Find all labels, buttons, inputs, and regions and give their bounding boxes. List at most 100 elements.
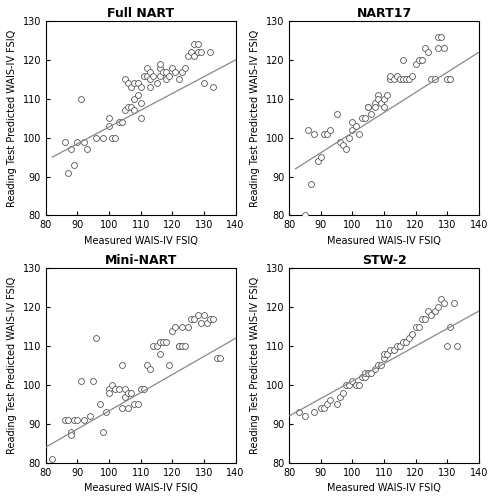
Point (383, 350, 391, 358)
Point (64, 416, 72, 424)
Point (162, 76, 170, 84)
Point (124, 404, 132, 412)
Point (137, 98, 145, 106)
Y-axis label: Reading Test Predicted WAIS-IV FSIQ: Reading Test Predicted WAIS-IV FSIQ (250, 30, 260, 207)
Point (168, 326, 176, 334)
X-axis label: Measured WAIS-IV FSIQ: Measured WAIS-IV FSIQ (84, 483, 198, 493)
Point (184, 322, 192, 330)
Title: Full NART: Full NART (107, 7, 174, 20)
Point (191, 52, 198, 60)
Point (206, 315, 214, 323)
Point (61, 138, 69, 145)
Point (339, 388, 347, 396)
Point (396, 342, 404, 350)
Point (162, 338, 170, 346)
Point (440, 44, 448, 52)
Title: Mini-NART: Mini-NART (104, 254, 177, 267)
Point (408, 330, 416, 338)
Point (428, 76, 436, 84)
Point (399, 76, 407, 84)
Point (209, 315, 217, 323)
Point (364, 370, 372, 378)
Point (134, 400, 142, 408)
Point (307, 180, 315, 188)
Point (434, 44, 442, 52)
Point (323, 130, 331, 138)
Point (418, 56, 426, 64)
Point (187, 48, 195, 56)
Point (137, 385, 145, 393)
Point (449, 300, 457, 308)
Point (383, 91, 391, 99)
Point (301, 212, 309, 220)
Point (380, 102, 388, 110)
Point (342, 381, 350, 389)
Point (67, 428, 75, 436)
Point (396, 76, 404, 84)
Point (320, 404, 328, 412)
Point (105, 385, 113, 393)
Point (74, 416, 82, 424)
Point (434, 303, 442, 311)
Point (393, 342, 400, 350)
Point (159, 68, 167, 76)
Point (408, 72, 416, 80)
Point (191, 315, 198, 323)
Point (99, 428, 107, 436)
Point (351, 122, 359, 130)
Point (121, 76, 129, 84)
Point (159, 338, 167, 346)
Point (171, 322, 179, 330)
Point (137, 83, 145, 91)
Point (171, 68, 179, 76)
Point (320, 130, 328, 138)
Point (156, 60, 164, 68)
Point (295, 408, 302, 416)
Point (111, 134, 119, 141)
Point (118, 118, 126, 126)
Point (152, 342, 160, 350)
Point (317, 153, 325, 161)
Point (143, 72, 151, 80)
Point (358, 114, 366, 122)
Point (124, 80, 132, 88)
Point (156, 338, 164, 346)
Point (348, 118, 356, 126)
Point (437, 32, 445, 40)
Point (333, 110, 341, 118)
Y-axis label: Reading Test Predicted WAIS-IV FSIQ: Reading Test Predicted WAIS-IV FSIQ (7, 30, 17, 207)
Point (446, 76, 454, 84)
Point (377, 362, 385, 370)
Point (143, 64, 151, 72)
Point (197, 48, 205, 56)
Point (387, 346, 395, 354)
Point (374, 95, 382, 103)
Point (364, 102, 372, 110)
Point (326, 396, 334, 404)
Point (156, 72, 164, 80)
Point (70, 161, 78, 169)
Point (143, 362, 151, 370)
Point (89, 377, 97, 385)
Point (387, 76, 395, 84)
Point (380, 354, 388, 362)
Point (86, 412, 94, 420)
Point (191, 40, 198, 48)
Point (77, 377, 85, 385)
Point (102, 408, 110, 416)
Point (402, 76, 410, 84)
Point (371, 366, 379, 374)
Point (64, 168, 72, 176)
Point (130, 95, 138, 103)
Point (118, 362, 126, 370)
Point (105, 388, 113, 396)
Point (348, 126, 356, 134)
Y-axis label: Reading Test Predicted WAIS-IV FSIQ: Reading Test Predicted WAIS-IV FSIQ (250, 277, 260, 454)
Point (444, 76, 451, 84)
Point (380, 95, 388, 103)
Point (181, 64, 189, 72)
Point (367, 370, 375, 378)
Point (200, 311, 208, 319)
Point (374, 91, 382, 99)
Point (336, 392, 344, 400)
